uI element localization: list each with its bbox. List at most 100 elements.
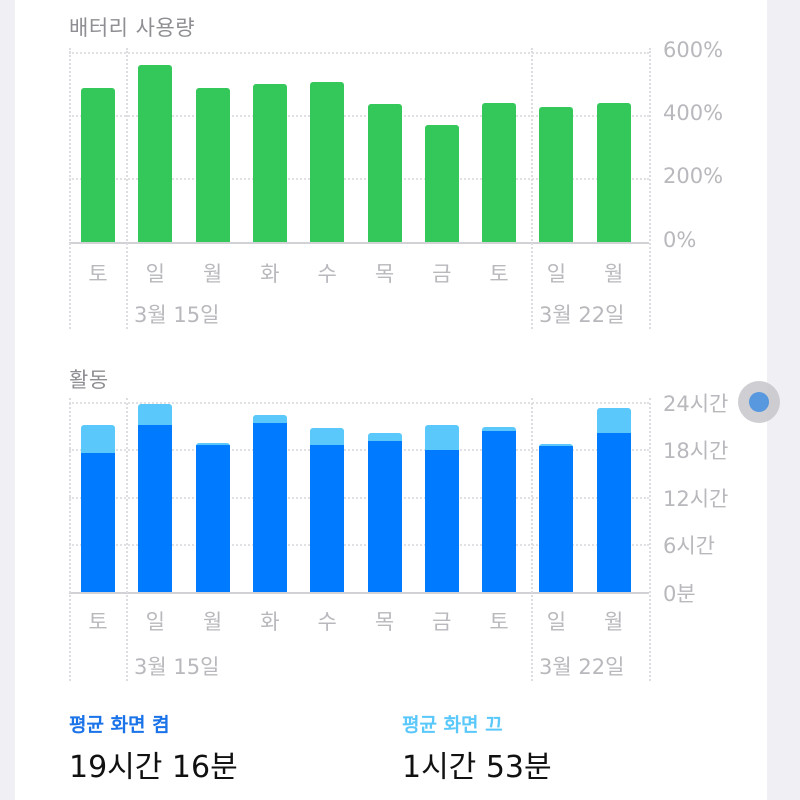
activity-gridline	[69, 449, 649, 451]
battery-column-separator	[126, 48, 128, 329]
battery-usage-title: 배터리 사용량	[69, 16, 196, 40]
battery-day-label: 토	[489, 262, 509, 286]
avg-screen-off-value: 1시간 53분	[402, 750, 552, 785]
battery-date-label: 3월 22일	[539, 303, 625, 327]
battery-gridline	[69, 115, 649, 117]
battery-usage-bar[interactable]	[424, 124, 459, 242]
battery-day-label: 수	[317, 262, 337, 286]
activity-bar[interactable]	[367, 432, 402, 592]
screen-off-segment	[252, 414, 287, 424]
activity-bar[interactable]	[539, 443, 574, 592]
screen-off-segment	[81, 424, 115, 454]
screen-off-segment	[424, 424, 459, 451]
battery-day-label: 월	[202, 262, 223, 286]
screen-off-segment	[482, 426, 517, 432]
activity-gridline	[69, 497, 649, 499]
battery-day-label: 일	[546, 262, 567, 286]
battery-day-label: 목	[374, 262, 395, 286]
avg-screen-on-value: 19시간 16분	[69, 750, 238, 785]
screen-on-segment	[81, 453, 115, 592]
battery-usage-bar[interactable]	[81, 88, 115, 242]
activity-day-label: 목	[374, 610, 395, 634]
activity-bar[interactable]	[596, 408, 631, 592]
activity-bar[interactable]	[310, 428, 345, 592]
activity-title: 활동	[69, 368, 109, 392]
screen-on-segment	[138, 424, 173, 592]
activity-bar[interactable]	[252, 414, 287, 592]
activity-date-label: 3월 15일	[134, 655, 220, 679]
activity-gridline	[69, 402, 649, 404]
battery-gridline	[69, 178, 649, 180]
activity-day-label: 일	[145, 610, 165, 634]
battery-usage-bar[interactable]	[252, 83, 287, 242]
battery-y-tick-label: 200%	[663, 164, 724, 188]
avg-screen-off-label: 평균 화면 끄	[402, 714, 503, 736]
assistive-touch-button[interactable]	[738, 381, 780, 423]
activity-column-separator	[649, 398, 651, 681]
screen-on-segment	[596, 432, 631, 592]
battery-usage-bar[interactable]	[482, 102, 517, 242]
screen-on-segment	[539, 446, 574, 592]
battery-usage-bar[interactable]	[310, 82, 345, 242]
battery-gridline	[69, 242, 649, 244]
activity-day-label: 금	[432, 610, 452, 634]
activity-bar[interactable]	[138, 403, 173, 592]
screen-off-segment	[596, 408, 631, 433]
screen-on-segment	[252, 423, 287, 592]
activity-day-label: 토	[489, 610, 509, 634]
activity-day-label: 토	[88, 610, 108, 634]
activity-day-label: 화	[260, 610, 280, 634]
activity-day-label: 일	[546, 610, 567, 634]
battery-usage-bar[interactable]	[539, 107, 574, 242]
battery-gridline	[69, 52, 649, 54]
screen-off-segment	[138, 403, 173, 425]
screen-off-segment	[195, 443, 230, 445]
activity-gridline	[69, 592, 649, 594]
battery-date-label: 3월 15일	[134, 303, 220, 327]
activity-y-tick-label: 0분	[663, 582, 696, 606]
battery-day-label: 화	[260, 262, 280, 286]
screen-on-segment	[424, 450, 459, 592]
battery-day-label: 금	[432, 262, 452, 286]
overlay-time-fragment-top: ,, ,,	[95, 44, 127, 68]
assistive-touch-dot-icon	[749, 392, 769, 412]
battery-card: 배터리 사용량 ,, ,, :04 | m 활동 평균 화면 켬 19시간 16…	[15, 0, 767, 800]
activity-y-tick-label: 18시간	[663, 439, 729, 463]
battery-usage-bar[interactable]	[195, 88, 230, 242]
activity-y-tick-label: 24시간	[663, 392, 729, 416]
activity-day-label: 월	[202, 610, 223, 634]
battery-day-label: 일	[145, 262, 165, 286]
battery-y-tick-label: 0%	[663, 228, 697, 252]
battery-column-separator	[69, 48, 71, 329]
screen-off-segment	[539, 443, 574, 447]
activity-bar[interactable]	[482, 426, 517, 592]
battery-y-tick-label: 600%	[663, 38, 724, 62]
activity-column-separator	[531, 398, 533, 681]
battery-column-separator	[649, 48, 651, 329]
activity-y-tick-label: 6시간	[663, 534, 716, 558]
activity-date-label: 3월 22일	[539, 655, 625, 679]
activity-y-tick-label: 12시간	[663, 487, 729, 511]
activity-column-separator	[69, 398, 71, 681]
screen-on-segment	[367, 440, 402, 592]
screen-on-segment	[195, 444, 230, 592]
activity-gridline	[69, 544, 649, 546]
battery-day-label: 월	[604, 262, 624, 286]
screen-on-segment	[310, 444, 345, 592]
battery-day-label: 토	[88, 262, 108, 286]
activity-day-label: 월	[604, 610, 624, 634]
battery-usage-bar[interactable]	[367, 104, 402, 242]
avg-screen-on-label: 평균 화면 켬	[69, 714, 170, 736]
activity-bar[interactable]	[424, 424, 459, 592]
screen-off-segment	[367, 432, 402, 441]
activity-bar[interactable]	[81, 424, 115, 592]
battery-y-tick-label: 400%	[663, 101, 724, 125]
battery-column-separator	[531, 48, 533, 329]
screen-on-segment	[482, 431, 517, 592]
activity-day-label: 수	[317, 610, 337, 634]
activity-bar[interactable]	[195, 443, 230, 592]
battery-usage-bar[interactable]	[596, 102, 631, 242]
activity-column-separator	[126, 398, 128, 681]
screen-off-segment	[310, 428, 345, 445]
battery-usage-bar[interactable]	[138, 64, 173, 242]
